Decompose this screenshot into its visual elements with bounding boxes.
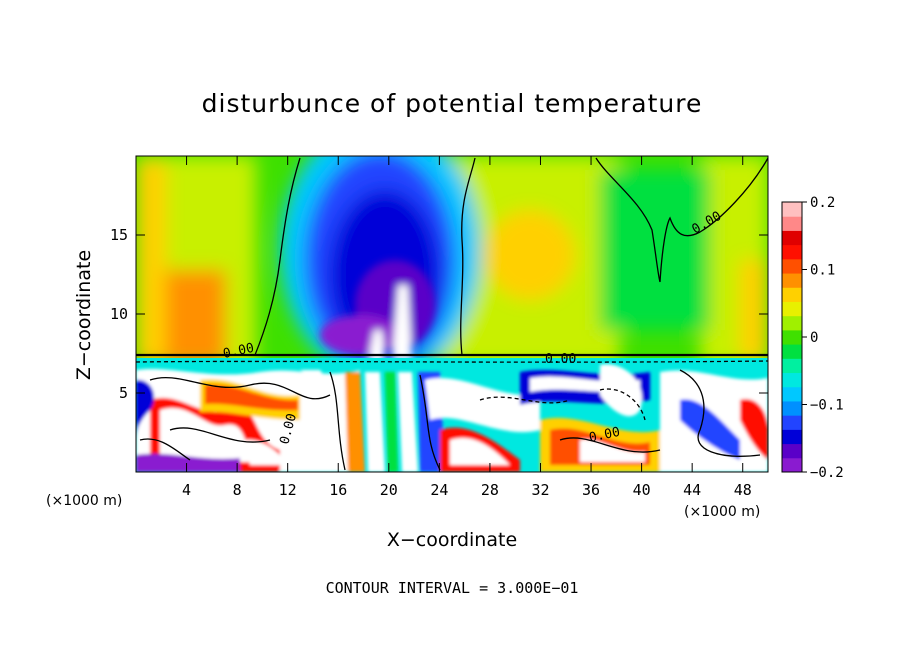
colorbar-tick-label: 0.1 [810,263,835,279]
x-tick-label: 4 [182,481,191,499]
colorbar-swatch [782,429,802,445]
contour-label: 0.00 [222,341,256,362]
colorbar-tick-label: 0.2 [810,195,835,211]
x-unit-label-left: (×1000 m) [46,493,122,509]
chart-title: disturbunce of potential temperature [202,89,703,118]
y-tick-label: 15 [110,226,128,244]
x-tick-label: 24 [430,481,448,499]
heatmap-field [136,156,768,472]
contour-label: 0.00 [588,425,622,446]
colorbar-swatch [782,273,802,288]
x-axis-title: X−coordinate [387,529,517,551]
colorbar-swatch [782,400,802,416]
colorbar-tick-label: 0 [810,330,818,346]
x-tick-label: 48 [734,481,752,499]
contour-lines [136,157,768,471]
colorbar-swatch [782,216,802,231]
contour-label: 0.00 [545,352,576,367]
colorbar-swatch [782,230,802,246]
colorbar-tick-label: −0.1 [810,398,844,414]
y-tick-label: 5 [119,384,128,402]
x-tick-label: 36 [582,481,600,499]
colorbar-tick-label: −0.2 [810,465,844,481]
x-tick-label: 40 [633,481,651,499]
y-axis-title: Z−coordinate [73,250,95,380]
x-unit-label-right: (×1000 m) [684,504,760,520]
x-tick-label: 12 [279,481,297,499]
colorbar-swatch [782,443,802,459]
colorbar-swatch [782,258,802,274]
colorbar-swatch [782,457,802,473]
y-tick-label: 10 [110,305,128,323]
colorbar: 0.2 0.1 0 −0.1 −0.2 [781,195,844,481]
colorbar-swatch [782,301,802,317]
colorbar-swatch [782,344,802,359]
x-tick-label: 20 [380,481,398,499]
x-tick-label: 28 [481,481,499,499]
x-tick-label: 32 [531,481,549,499]
x-axis: 4 8 12 16 20 24 28 32 36 40 44 48 [182,156,752,499]
colorbar-swatch [782,386,802,402]
x-tick-label: 44 [683,481,701,499]
colorbar-swatch [782,315,802,331]
contour-interval-note: CONTOUR INTERVAL = 3.000E−01 [326,579,579,597]
colorbar-swatch [782,202,802,217]
colorbar-swatch [782,372,802,388]
y-axis: 5 10 15 [110,226,768,402]
colorbar-swatch [782,358,802,374]
x-tick-label: 8 [233,481,242,499]
colorbar-swatch [782,415,802,430]
colorbar-swatch [782,329,802,345]
x-tick-label: 16 [329,481,347,499]
colorbar-swatch [782,287,802,302]
colorbar-swatch [782,244,802,260]
